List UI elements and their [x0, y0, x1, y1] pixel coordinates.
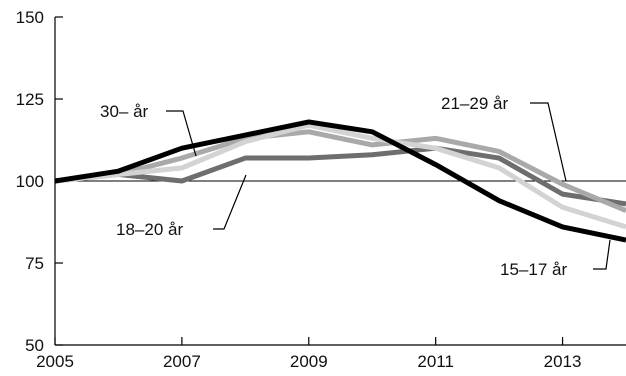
- y-tick-label-150: 150: [16, 8, 44, 27]
- series-labels: 30– år 18–20 år 21–29 år 15–17 år: [100, 94, 611, 279]
- x-tick-label-2007: 2007: [163, 352, 201, 371]
- series-line-30-r: [54, 122, 626, 230]
- x-tick-label-2011: 2011: [417, 352, 454, 371]
- y-tick-label-50: 50: [25, 336, 44, 355]
- series-line-18-20-r: [54, 145, 626, 207]
- y-axis-ticks: 50 75 100 125 150: [16, 8, 63, 355]
- x-tick-label-2009: 2009: [290, 352, 328, 371]
- y-tick-label-125: 125: [16, 90, 44, 109]
- leader-line-18-20-r: [213, 174, 247, 230]
- series-label-30-r: 30– år: [100, 102, 149, 121]
- series-label-21-29-r: 21–29 år: [441, 94, 508, 113]
- y-tick-label-100: 100: [16, 172, 44, 191]
- leader-line-21-29-r: [530, 102, 567, 182]
- series-line-21-29-r: [54, 129, 626, 213]
- series-line-15-17-r: [54, 119, 626, 243]
- series-lines: [54, 119, 626, 243]
- leader-line-30-r: [166, 110, 197, 157]
- x-tick-label-2005: 2005: [36, 352, 74, 371]
- x-axis-ticks: 2005 2007 2009 2011 2013: [36, 337, 581, 371]
- y-tick-label-75: 75: [25, 254, 44, 273]
- leader-line-15-17-r: [593, 239, 611, 270]
- series-label-15-17-r: 15–17 år: [500, 260, 567, 279]
- x-tick-label-2013: 2013: [544, 352, 582, 371]
- series-label-18-20-r: 18–20 år: [116, 220, 183, 239]
